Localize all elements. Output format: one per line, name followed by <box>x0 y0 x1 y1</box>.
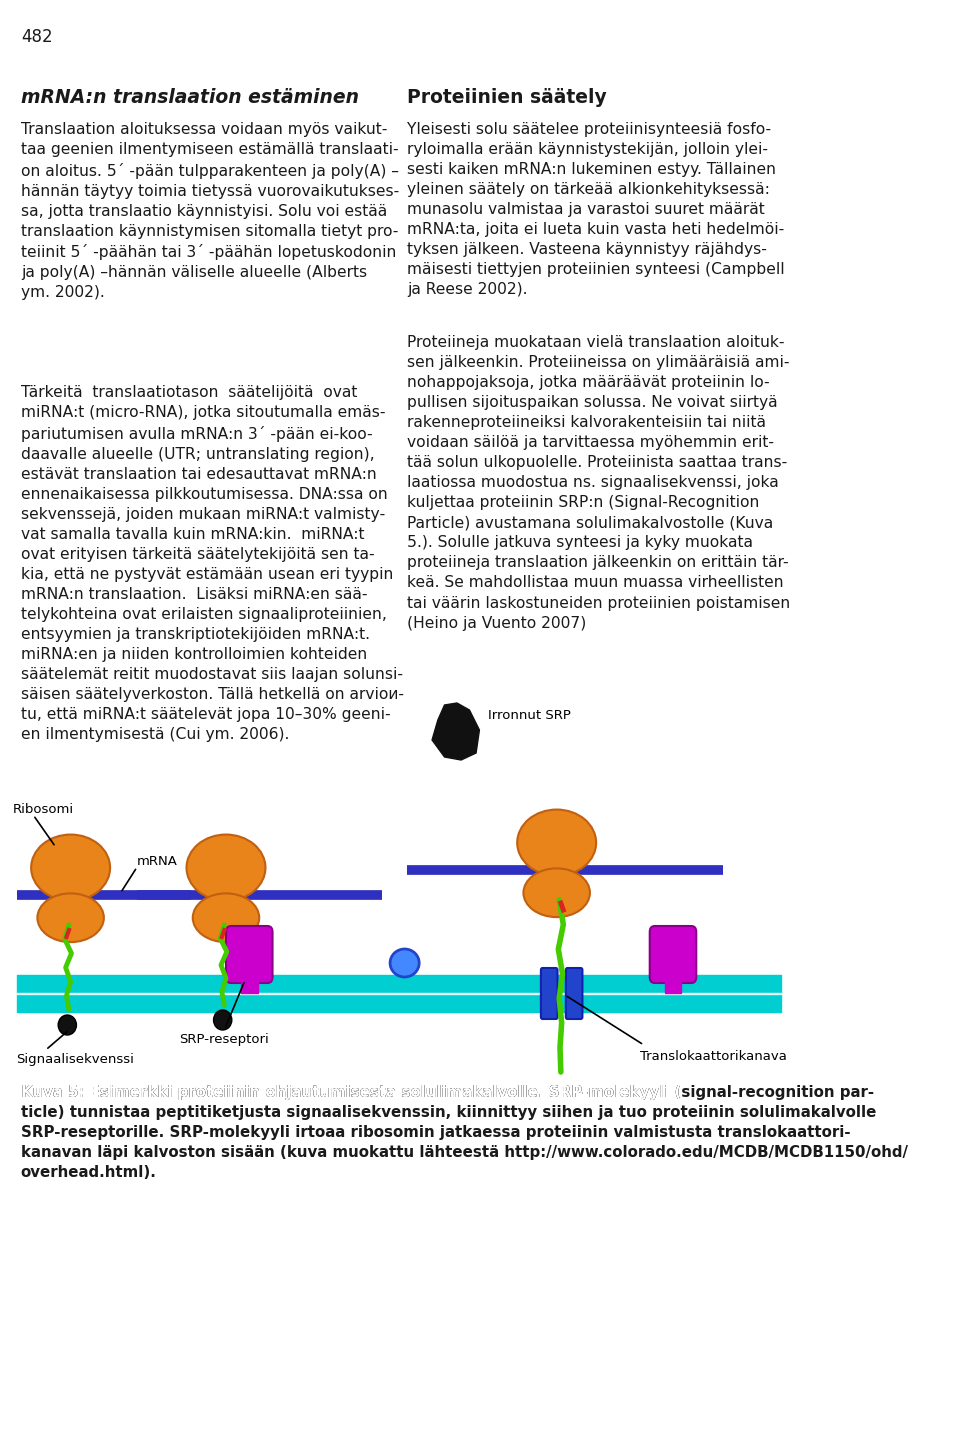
Text: Signaalisekvenssi: Signaalisekvenssi <box>16 1053 134 1066</box>
Text: mRNA: mRNA <box>137 856 178 868</box>
Ellipse shape <box>517 810 596 876</box>
Text: Kuva 5: Esimerkki proteiinin ohjautumisesta solulimakalvolle. SRP-molekyyli (sig: Kuva 5: Esimerkki proteiinin ohjautumise… <box>21 1085 908 1181</box>
FancyBboxPatch shape <box>650 926 696 983</box>
Ellipse shape <box>193 893 259 941</box>
Ellipse shape <box>37 893 104 941</box>
Polygon shape <box>432 704 479 759</box>
Ellipse shape <box>186 834 266 901</box>
Ellipse shape <box>59 1015 77 1035</box>
Text: Translokaattorikanava: Translokaattorikanava <box>639 1050 786 1063</box>
FancyBboxPatch shape <box>226 926 273 983</box>
Text: Translaation aloituksessa voidaan myös vaikut-
taa geenien ilmentymiseen estämäl: Translaation aloituksessa voidaan myös v… <box>21 122 399 299</box>
Ellipse shape <box>31 834 110 901</box>
FancyBboxPatch shape <box>565 969 583 1019</box>
Text: Proteiineja muokataan vielä translaation aloituk-
sen jälkeenkin. Proteiineissa : Proteiineja muokataan vielä translaation… <box>407 335 790 631</box>
Ellipse shape <box>523 868 589 917</box>
Text: 482: 482 <box>21 29 53 46</box>
Ellipse shape <box>213 1010 231 1030</box>
Ellipse shape <box>390 949 420 977</box>
Text: Tärkeitä  translaatiotason  säätelijöitä  ovat
miRNA:t (micro-RNA), jotka sitout: Tärkeitä translaatiotason säätelijöitä o… <box>21 385 404 742</box>
Text: Yleisesti solu säätelee proteiinisynteesiä fosfo-
ryloimalla erään käynnistystek: Yleisesti solu säätelee proteiinisyntees… <box>407 122 784 297</box>
FancyBboxPatch shape <box>540 969 558 1019</box>
Text: mRNA:n translaation estäminen: mRNA:n translaation estäminen <box>21 87 359 107</box>
Text: Kuva 5: Esimerkki proteiinin ohjautumisesta solulimakalvolle. SRP-molekyyli (: Kuva 5: Esimerkki proteiinin ohjautumise… <box>21 1085 682 1101</box>
Text: Ribosomi: Ribosomi <box>12 802 74 815</box>
Text: SRP-reseptori: SRP-reseptori <box>179 1033 269 1046</box>
Text: Irronnut SRP: Irronnut SRP <box>488 708 570 721</box>
Text: Kuva 5: Esimerkki proteiinin ohjautumisesta solulimakalvolle. SRP-molekyyli (: Kuva 5: Esimerkki proteiinin ohjautumise… <box>21 1085 682 1101</box>
Text: Proteiinien säätely: Proteiinien säätely <box>407 87 607 107</box>
